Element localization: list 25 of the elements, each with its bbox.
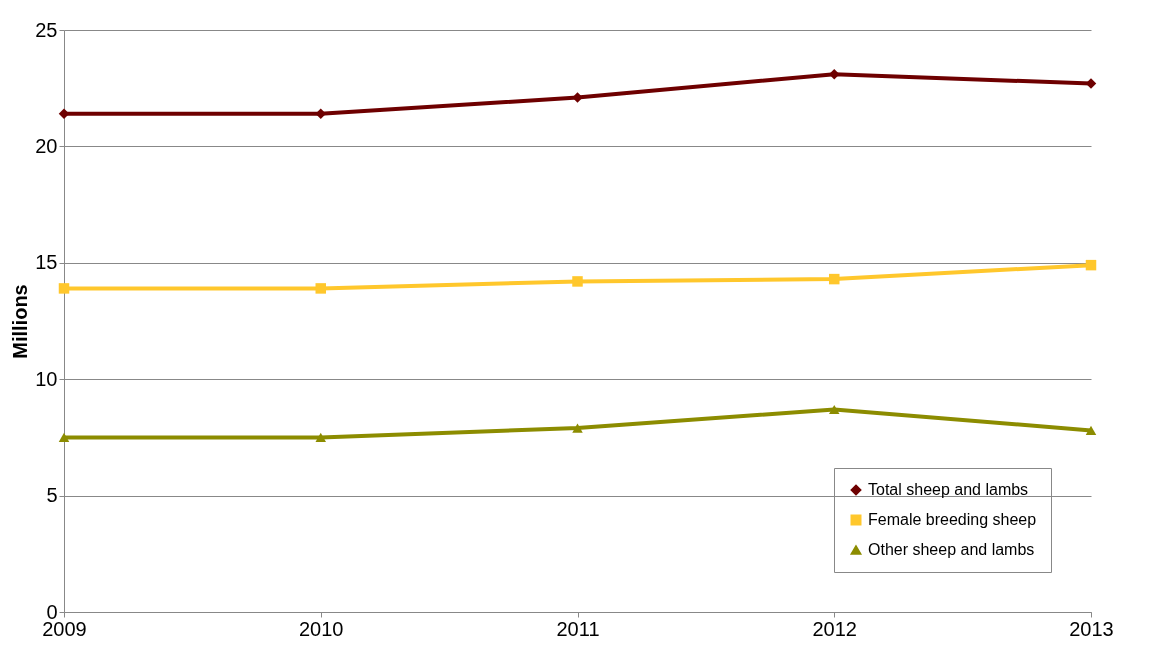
point [58,283,70,294]
legend-label: Total sheep and lambs [868,481,1029,498]
y-tick-label: 25 [35,18,58,41]
point [1085,259,1097,271]
point [1085,425,1097,435]
legend-label: Other sheep and lambs [868,541,1035,558]
legend-label: Female breeding sheep [868,511,1037,528]
point [315,283,326,294]
point [829,273,840,285]
point [58,432,70,442]
x-tick-label: 2011 [556,617,600,640]
y-tick-label: 20 [35,134,58,157]
point [572,276,583,287]
y-tick-label: 15 [35,251,58,274]
y-tick-label: 0 [46,600,58,623]
y-axis-title: Millions [9,284,32,359]
point [315,432,326,442]
point [572,423,583,433]
x-tick-label: 2012 [812,617,857,640]
x-tick-label: 2010 [299,617,344,640]
y-tick-label: 10 [35,367,58,390]
point [572,92,583,103]
y-tick-label: 5 [46,484,58,507]
point [829,404,840,414]
x-tick-label: 2013 [1069,617,1114,640]
